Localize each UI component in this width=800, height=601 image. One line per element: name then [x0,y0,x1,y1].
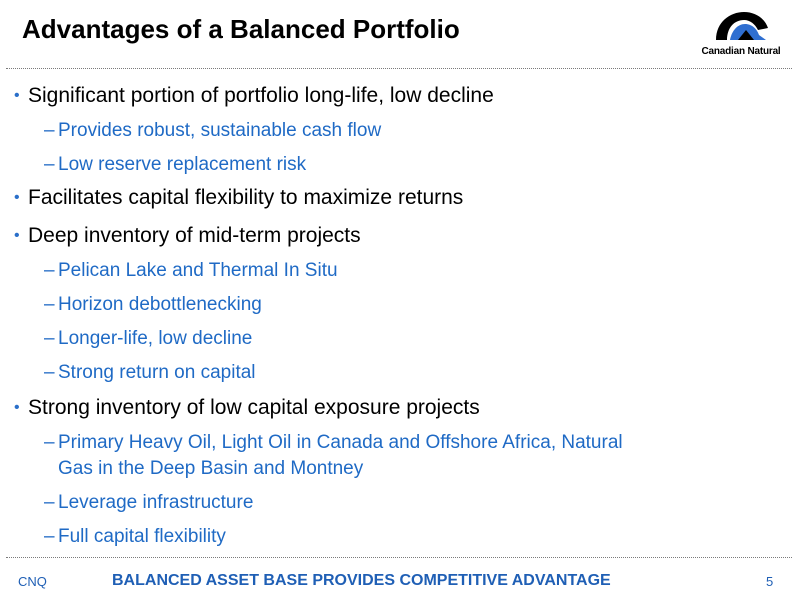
sub-bullet-text: Longer-life, low decline [58,328,253,349]
dash-icon: – [44,328,55,349]
sub-bullet-text: Provides robust, sustainable cash flow [58,120,382,141]
bullet-dot-icon: • [14,227,20,244]
sub-bullet-item: – Longer-life, low decline [44,326,252,352]
dash-icon: – [44,294,55,315]
sub-bullet-text: Horizon debottlenecking [58,294,262,315]
sub-bullet-text: Low reserve replacement risk [58,154,307,175]
bullet-text: Deep inventory of mid-term projects [28,224,361,247]
sub-bullet-item: – Provides robust, sustainable cash flow [44,118,381,144]
dash-icon: – [44,154,55,175]
sub-bullet-item: – Primary Heavy Oil, Light Oil in Canada … [44,430,623,482]
company-logo: Canadian Natural [688,8,794,62]
dash-icon: – [44,120,55,141]
sub-bullet-text: Pelican Lake and Thermal In Situ [58,260,338,281]
title-divider [6,68,792,69]
canadian-natural-logo-icon [716,12,768,40]
dash-icon: – [44,432,55,453]
logo-text: Canadian Natural [701,46,781,57]
bullet-text: Significant portion of portfolio long-li… [28,84,494,107]
bullet-item: • Deep inventory of mid-term projects [14,224,361,248]
sub-bullet-item: – Pelican Lake and Thermal In Situ [44,258,338,284]
sub-bullet-continuation: Gas in the Deep Basin and Montney [58,458,364,479]
bullet-dot-icon: • [14,189,20,206]
page-number: 5 [766,574,774,589]
footer-divider [6,557,792,558]
bullet-text: Strong inventory of low capital exposure… [28,396,480,419]
sub-bullet-item: – Horizon debottlenecking [44,292,262,318]
dash-icon: – [44,492,55,513]
sub-bullet-text: Primary Heavy Oil, Light Oil in Canada a… [58,432,623,453]
sub-bullet-item: – Strong return on capital [44,360,256,386]
sub-bullet-text: Strong return on capital [58,362,256,383]
sub-bullet-item: – Leverage infrastructure [44,490,253,516]
bullet-item: • Facilitates capital flexibility to maxi… [14,186,463,210]
bullet-item: • Significant portion of portfolio long-l… [14,84,494,108]
footer-ticker: CNQ [18,574,47,589]
footer-tagline: BALANCED ASSET BASE PROVIDES COMPETITIVE… [112,572,611,589]
bullet-text: Facilitates capital flexibility to maxim… [28,186,464,209]
sub-bullet-text: Full capital flexibility [58,526,226,547]
sub-bullet-item: – Full capital flexibility [44,524,226,550]
bullet-item: • Strong inventory of low capital exposur… [14,396,480,420]
dash-icon: – [44,526,55,547]
dash-icon: – [44,362,55,383]
sub-bullet-text: Leverage infrastructure [58,492,254,513]
sub-bullet-item: – Low reserve replacement risk [44,152,306,178]
slide-title: Advantages of a Balanced Portfolio [22,14,460,44]
bullet-dot-icon: • [14,399,20,416]
bullet-dot-icon: • [14,87,20,104]
dash-icon: – [44,260,55,281]
